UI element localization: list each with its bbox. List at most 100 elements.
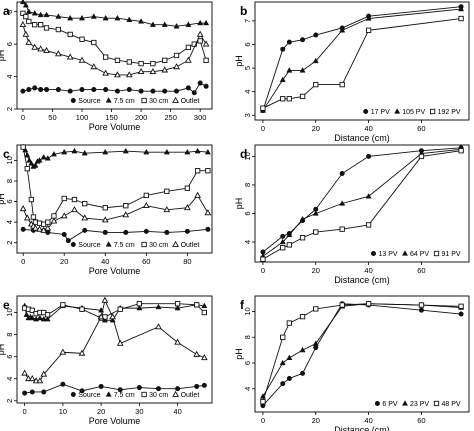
data-point — [202, 40, 210, 47]
data-point — [102, 14, 109, 21]
data-point — [82, 200, 88, 207]
data-point — [174, 88, 180, 94]
data-point — [300, 37, 306, 43]
data-point — [67, 88, 73, 94]
data-point — [55, 87, 61, 93]
y-tick-label: 5 — [243, 66, 252, 70]
data-point — [185, 44, 192, 51]
legend-marker — [105, 391, 112, 397]
panel-d: d 0 20 40 60 4 6 8 10 Distance (cm) pH 13 PV 64 PV 91… — [234, 144, 470, 285]
data-point — [19, 205, 27, 212]
data-point — [20, 226, 26, 232]
data-point — [36, 377, 44, 384]
data-point — [286, 39, 292, 45]
data-point — [366, 153, 372, 159]
data-point — [114, 71, 121, 78]
legend-marker — [429, 108, 436, 115]
data-point — [81, 214, 89, 221]
legend-marker — [433, 400, 440, 407]
data-point — [286, 242, 292, 248]
data-point — [61, 195, 67, 202]
x-tick-label: 0 — [21, 257, 25, 266]
data-point — [44, 224, 52, 231]
data-point — [136, 301, 143, 307]
plot-frame — [16, 295, 213, 404]
legend-marker — [401, 400, 409, 406]
y-tick-label: 4 — [243, 387, 252, 391]
data-point — [60, 212, 68, 219]
series-line — [262, 150, 462, 260]
data-point — [40, 154, 47, 160]
data-point — [24, 166, 30, 172]
data-point — [280, 233, 286, 239]
x-axis-title: Distance (cm) — [334, 275, 390, 285]
data-point — [61, 148, 68, 155]
data-point — [299, 235, 306, 241]
data-point — [196, 30, 204, 37]
data-point — [299, 93, 306, 100]
data-point — [173, 52, 180, 59]
panel-a: a 0 50 100 150 200 250 300 2 4 6 8 Pore Volume pH Sour… — [0, 0, 213, 132]
data-point — [299, 346, 306, 353]
data-point — [67, 31, 73, 38]
x-tick-label: 50 — [48, 113, 56, 122]
data-point — [37, 11, 44, 18]
y-tick-label: 6 — [5, 42, 14, 46]
series-91-pv — [260, 148, 464, 262]
series-line — [22, 146, 208, 225]
data-point — [163, 148, 170, 155]
data-point — [458, 303, 464, 309]
data-point — [43, 46, 50, 53]
legend-label: 7.5 cm — [114, 242, 135, 249]
data-point — [280, 245, 286, 251]
legend-marker — [141, 391, 147, 398]
data-point — [203, 83, 209, 89]
data-point — [201, 382, 207, 388]
data-point — [98, 383, 104, 389]
legend-marker — [141, 97, 147, 104]
data-point — [137, 67, 145, 75]
series-outlet — [19, 20, 210, 78]
data-point — [29, 314, 36, 321]
data-point — [114, 57, 121, 64]
data-point — [25, 38, 33, 45]
data-point — [109, 313, 116, 320]
legend-label: 7.5 cm — [114, 98, 135, 105]
data-point — [125, 71, 133, 78]
data-point — [164, 229, 170, 235]
plot-frame — [254, 295, 470, 413]
data-point — [260, 399, 266, 405]
series-7.5-cm — [19, 0, 210, 29]
x-tick-label: 60 — [417, 416, 425, 425]
data-point — [123, 203, 129, 209]
y-axis-title: pH — [234, 198, 244, 210]
x-axis-title: Pore Volume — [89, 266, 141, 276]
data-point — [205, 226, 211, 232]
legend-marker — [105, 241, 112, 247]
y-axis-title: pH — [0, 344, 6, 356]
y-tick-label: 10 — [5, 156, 14, 164]
data-point — [418, 302, 425, 308]
series-23-pv — [259, 300, 465, 399]
data-point — [23, 13, 29, 20]
y-axis-title: pH — [0, 193, 6, 205]
legend-label: 30 cm — [149, 242, 168, 249]
data-point — [65, 238, 71, 244]
data-point — [44, 315, 51, 322]
data-point — [32, 85, 38, 91]
series-line — [262, 8, 462, 111]
data-point — [79, 36, 85, 42]
data-point — [203, 19, 210, 26]
data-point — [36, 157, 43, 163]
data-point — [123, 229, 129, 235]
data-point — [313, 306, 319, 312]
plot-frame — [16, 144, 213, 254]
legend-marker — [70, 391, 76, 397]
data-point — [29, 389, 35, 395]
x-tick-label: 20 — [312, 266, 320, 275]
data-point — [136, 385, 142, 391]
data-point — [313, 345, 319, 351]
legend-label: 30 cm — [149, 98, 168, 105]
data-point — [41, 389, 47, 395]
